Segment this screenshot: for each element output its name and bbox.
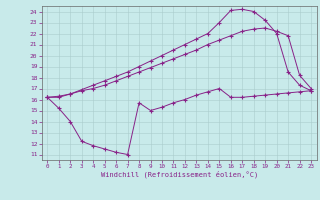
X-axis label: Windchill (Refroidissement éolien,°C): Windchill (Refroidissement éolien,°C)	[100, 171, 258, 178]
